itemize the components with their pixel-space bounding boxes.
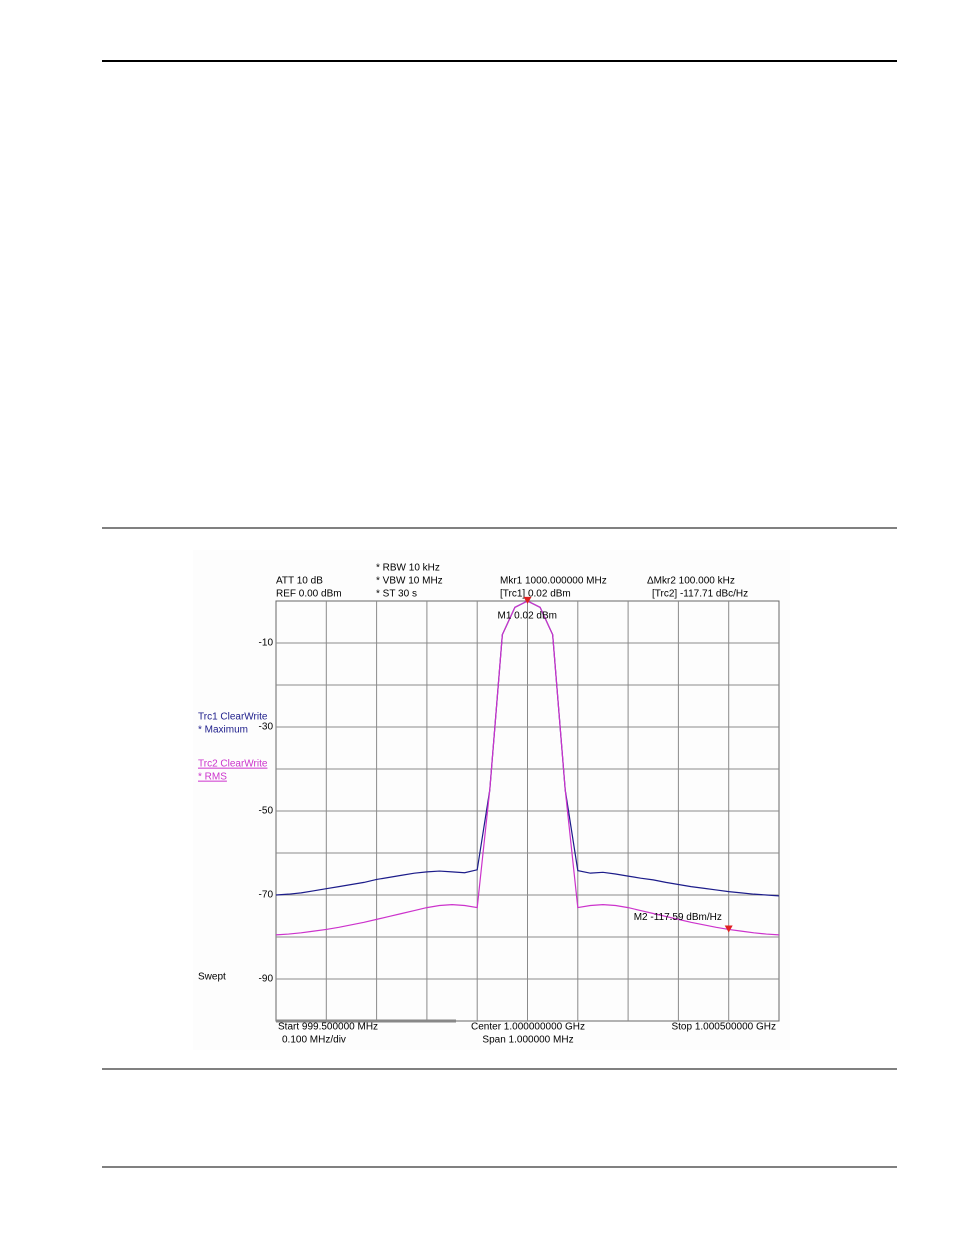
instrument-setting: [Trc2] -117.71 dBc/Hz xyxy=(652,589,748,600)
marker-label: M1 0.02 dBm xyxy=(498,611,557,622)
marker-label: M2 -117.59 dBm/Hz xyxy=(634,912,722,923)
frequency-setting: 0.100 MHz/div xyxy=(282,1035,346,1046)
instrument-setting: * ST 30 s xyxy=(376,589,417,600)
marker xyxy=(523,596,532,604)
y-tick-label: -10 xyxy=(259,638,274,649)
frequency-setting: Center 1.000000000 GHz xyxy=(471,1022,585,1033)
legend-detector: * RMS xyxy=(198,772,227,783)
instrument-setting: REF 0.00 dBm xyxy=(276,589,342,600)
y-tick-label: -70 xyxy=(259,890,274,901)
frequency-setting: Stop 1.000500000 GHz xyxy=(671,1022,776,1033)
y-tick-label: -30 xyxy=(259,722,274,733)
instrument-setting: [Trc1] 0.02 dBm xyxy=(500,589,571,600)
legend-entry: Trc1 ClearWrite xyxy=(198,712,268,723)
instrument-setting: * RBW 10 kHz xyxy=(376,563,440,574)
sweep-mode: Swept xyxy=(198,972,226,983)
frequency-setting: Span 1.000000 MHz xyxy=(482,1035,573,1046)
y-tick-label: -90 xyxy=(259,974,274,985)
instrument-setting: Mkr1 1000.000000 MHz xyxy=(500,576,607,587)
spectrum-chart: -10 -30 -50 -70 -90 ATT 10 dB REF 0.00 dBm * RB… xyxy=(198,563,780,1046)
marker xyxy=(724,925,733,933)
y-tick-label: -50 xyxy=(259,806,274,817)
screenshot-panel xyxy=(193,550,790,1050)
legend-entry: Trc2 ClearWrite xyxy=(198,759,268,770)
instrument-setting: ATT 10 dB xyxy=(276,576,323,587)
instrument-setting: ΔMkr2 100.000 kHz xyxy=(647,576,735,587)
legend-detector: * Maximum xyxy=(198,725,248,736)
instrument-setting: * VBW 10 MHz xyxy=(376,576,443,587)
frequency-setting: Start 999.500000 MHz xyxy=(278,1022,378,1033)
